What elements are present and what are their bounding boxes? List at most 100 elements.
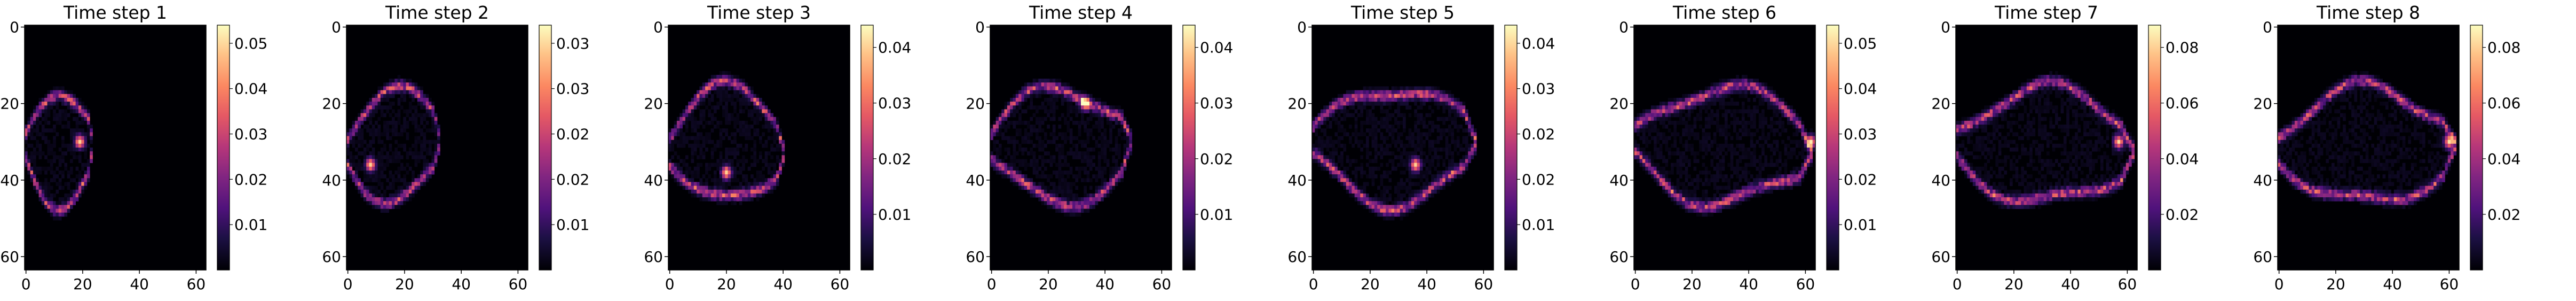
heatmap-cell [730,174,734,179]
heatmap-cell [1084,201,1087,205]
heatmap-cell [1414,166,1417,171]
heatmap-cell [710,163,714,167]
heatmap-cell [1123,132,1127,136]
heatmap-cell [1440,117,1443,121]
heatmap-cell [1334,97,1338,102]
heatmap-cell [1702,182,1705,186]
heatmap-cell [1659,105,1663,110]
heatmap-cell [1069,90,1073,95]
heatmap-cell [41,197,45,202]
heatmap-cell [1089,201,1093,205]
heatmap-cell [400,94,404,98]
heatmap [668,25,850,270]
heatmap-cell [403,125,406,129]
colorbar-frame [1504,25,1518,271]
heatmap-cell [998,143,1002,148]
heatmap-cell [1445,97,1449,102]
heatmap-cell [33,174,36,179]
heatmap-cell [1058,132,1062,136]
heatmap-cell [1727,125,1731,129]
heatmap-cell [383,105,386,110]
heatmap-cell [1365,197,1369,202]
heatmap-cell [1403,125,1406,129]
heatmap-cell [1798,182,1801,186]
heatmap-cell [1380,94,1384,98]
heatmap-cell [1445,143,1449,148]
heatmap-cell [417,125,421,129]
heatmap-cell [1679,136,1682,141]
colorbar-tick-label: 0.02 [234,171,267,188]
heatmap-cell [1363,102,1366,106]
heatmap-cell [1007,136,1010,141]
heatmap-cell [1032,94,1036,98]
heatmap-cell [1400,113,1403,118]
heatmap-cell [699,102,703,106]
heatmap-cell [1708,182,1711,186]
heatmap-cell [1665,105,1669,110]
heatmap-cell [1775,163,1779,167]
heatmap-cell [1084,125,1087,129]
heatmap-cell [400,128,404,133]
heatmap-cell [1790,120,1793,125]
heatmap-cell [753,102,757,106]
heatmap-cell [56,212,59,217]
heatmap-cell [1682,120,1686,125]
heatmap-cell [1676,170,1680,175]
heatmap-cell [1021,136,1025,141]
heatmap-cell [1064,117,1067,121]
heatmap-cell [1103,136,1107,141]
heatmap-cell [1747,163,1751,167]
heatmap-cell [1038,125,1042,129]
heatmap-cell [995,170,999,175]
heatmap-cell [1365,102,1369,106]
heatmap-cell [1417,132,1420,136]
heatmap-cell [1685,97,1688,102]
colorbar-tick-label: 0.03 [556,35,589,52]
heatmap-cell [41,128,45,133]
heatmap-cell [75,189,79,194]
heatmap-cell [716,201,720,205]
heatmap-cell [78,136,82,141]
heatmap-cell [1417,86,1420,91]
heatmap-cell [394,86,398,91]
heatmap-cell [742,163,745,167]
heatmap-cell [1451,94,1455,98]
heatmap-cell [1101,109,1104,113]
heatmap-cell [1451,109,1455,113]
heatmap-cell [1431,186,1434,190]
heatmap-cell [1041,197,1045,202]
heatmap-cell [1448,105,1451,110]
heatmap-cell [1109,182,1112,186]
heatmap-cell [1027,189,1030,194]
heatmap-cell [1380,178,1384,182]
heatmap-cell [1679,105,1682,110]
heatmap-cell [1357,94,1361,98]
heatmap-cell [1419,170,1423,175]
heatmap-cell [1394,209,1397,213]
heatmap-cell [1049,82,1053,87]
heatmap-cell [1739,86,1742,91]
heatmap-cell [44,120,48,125]
heatmap-cell [697,125,700,129]
heatmap-cell [750,163,754,167]
heatmap-cell [392,178,395,182]
heatmap-cell [1436,163,1440,167]
heatmap-cell [697,140,700,144]
heatmap-cell [1761,163,1765,167]
heatmap-cell [733,86,737,91]
heatmap-cell [1403,186,1406,190]
heatmap-cell [1015,105,1019,110]
heatmap-cell [1650,105,1654,110]
heatmap-cell [1365,136,1369,141]
heatmap-cell [1312,128,1315,133]
heatmap-cell [366,105,369,110]
heatmap-cell [1374,166,1378,171]
heatmap-cell [1369,209,1372,213]
y-tick-label: 0 [653,19,663,36]
heatmap-cell [75,193,79,198]
heatmap-cell [372,163,375,167]
heatmap-cell [764,182,768,186]
heatmap-cell [1739,128,1742,133]
heatmap-cell [36,178,39,182]
heatmap-cell [776,132,779,136]
